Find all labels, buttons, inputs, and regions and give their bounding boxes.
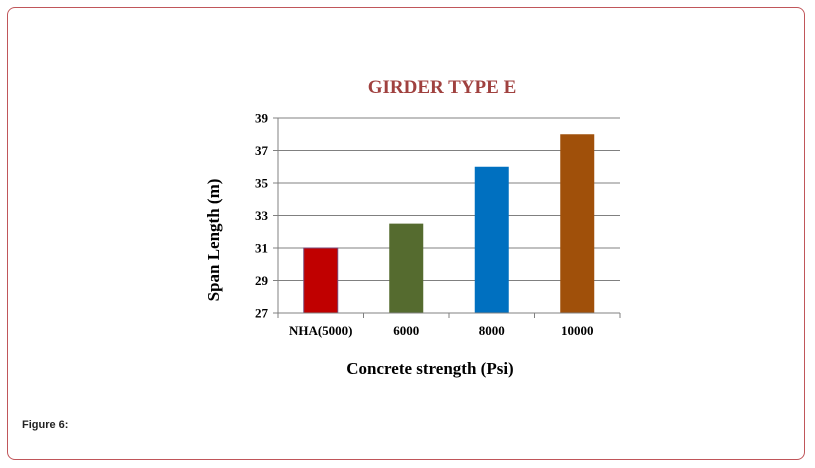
x-tick-labels: NHA(5000) 6000 8000 10000 (289, 323, 594, 338)
y-tick-label: 39 (255, 111, 269, 126)
bar-10000 (560, 134, 595, 313)
figure-caption: Figure 6: (22, 419, 69, 431)
y-tick-label: 29 (255, 273, 269, 288)
x-tick-label: 6000 (393, 323, 419, 338)
x-tick-label: NHA(5000) (289, 323, 353, 338)
y-tick-label: 31 (255, 241, 268, 256)
y-tick-label: 37 (255, 143, 269, 158)
chart-title: GIRDER TYPE E (368, 77, 517, 98)
x-tick-label: 10000 (561, 323, 594, 338)
y-tick-label: 33 (255, 208, 269, 223)
bars (303, 134, 595, 314)
bar-nha-5000 (303, 247, 339, 314)
y-tick-label: 35 (255, 176, 269, 191)
x-tick-label: 8000 (479, 323, 505, 338)
y-tick-label: 27 (255, 306, 269, 321)
bar-6000 (389, 223, 424, 313)
y-axis-label: Span Length (m) (204, 179, 223, 302)
bar-8000 (474, 166, 509, 313)
y-tick-labels: 27 29 31 33 35 37 39 (255, 111, 269, 321)
x-axis-label: Concrete strength (Psi) (346, 359, 513, 378)
axes (273, 117, 621, 318)
